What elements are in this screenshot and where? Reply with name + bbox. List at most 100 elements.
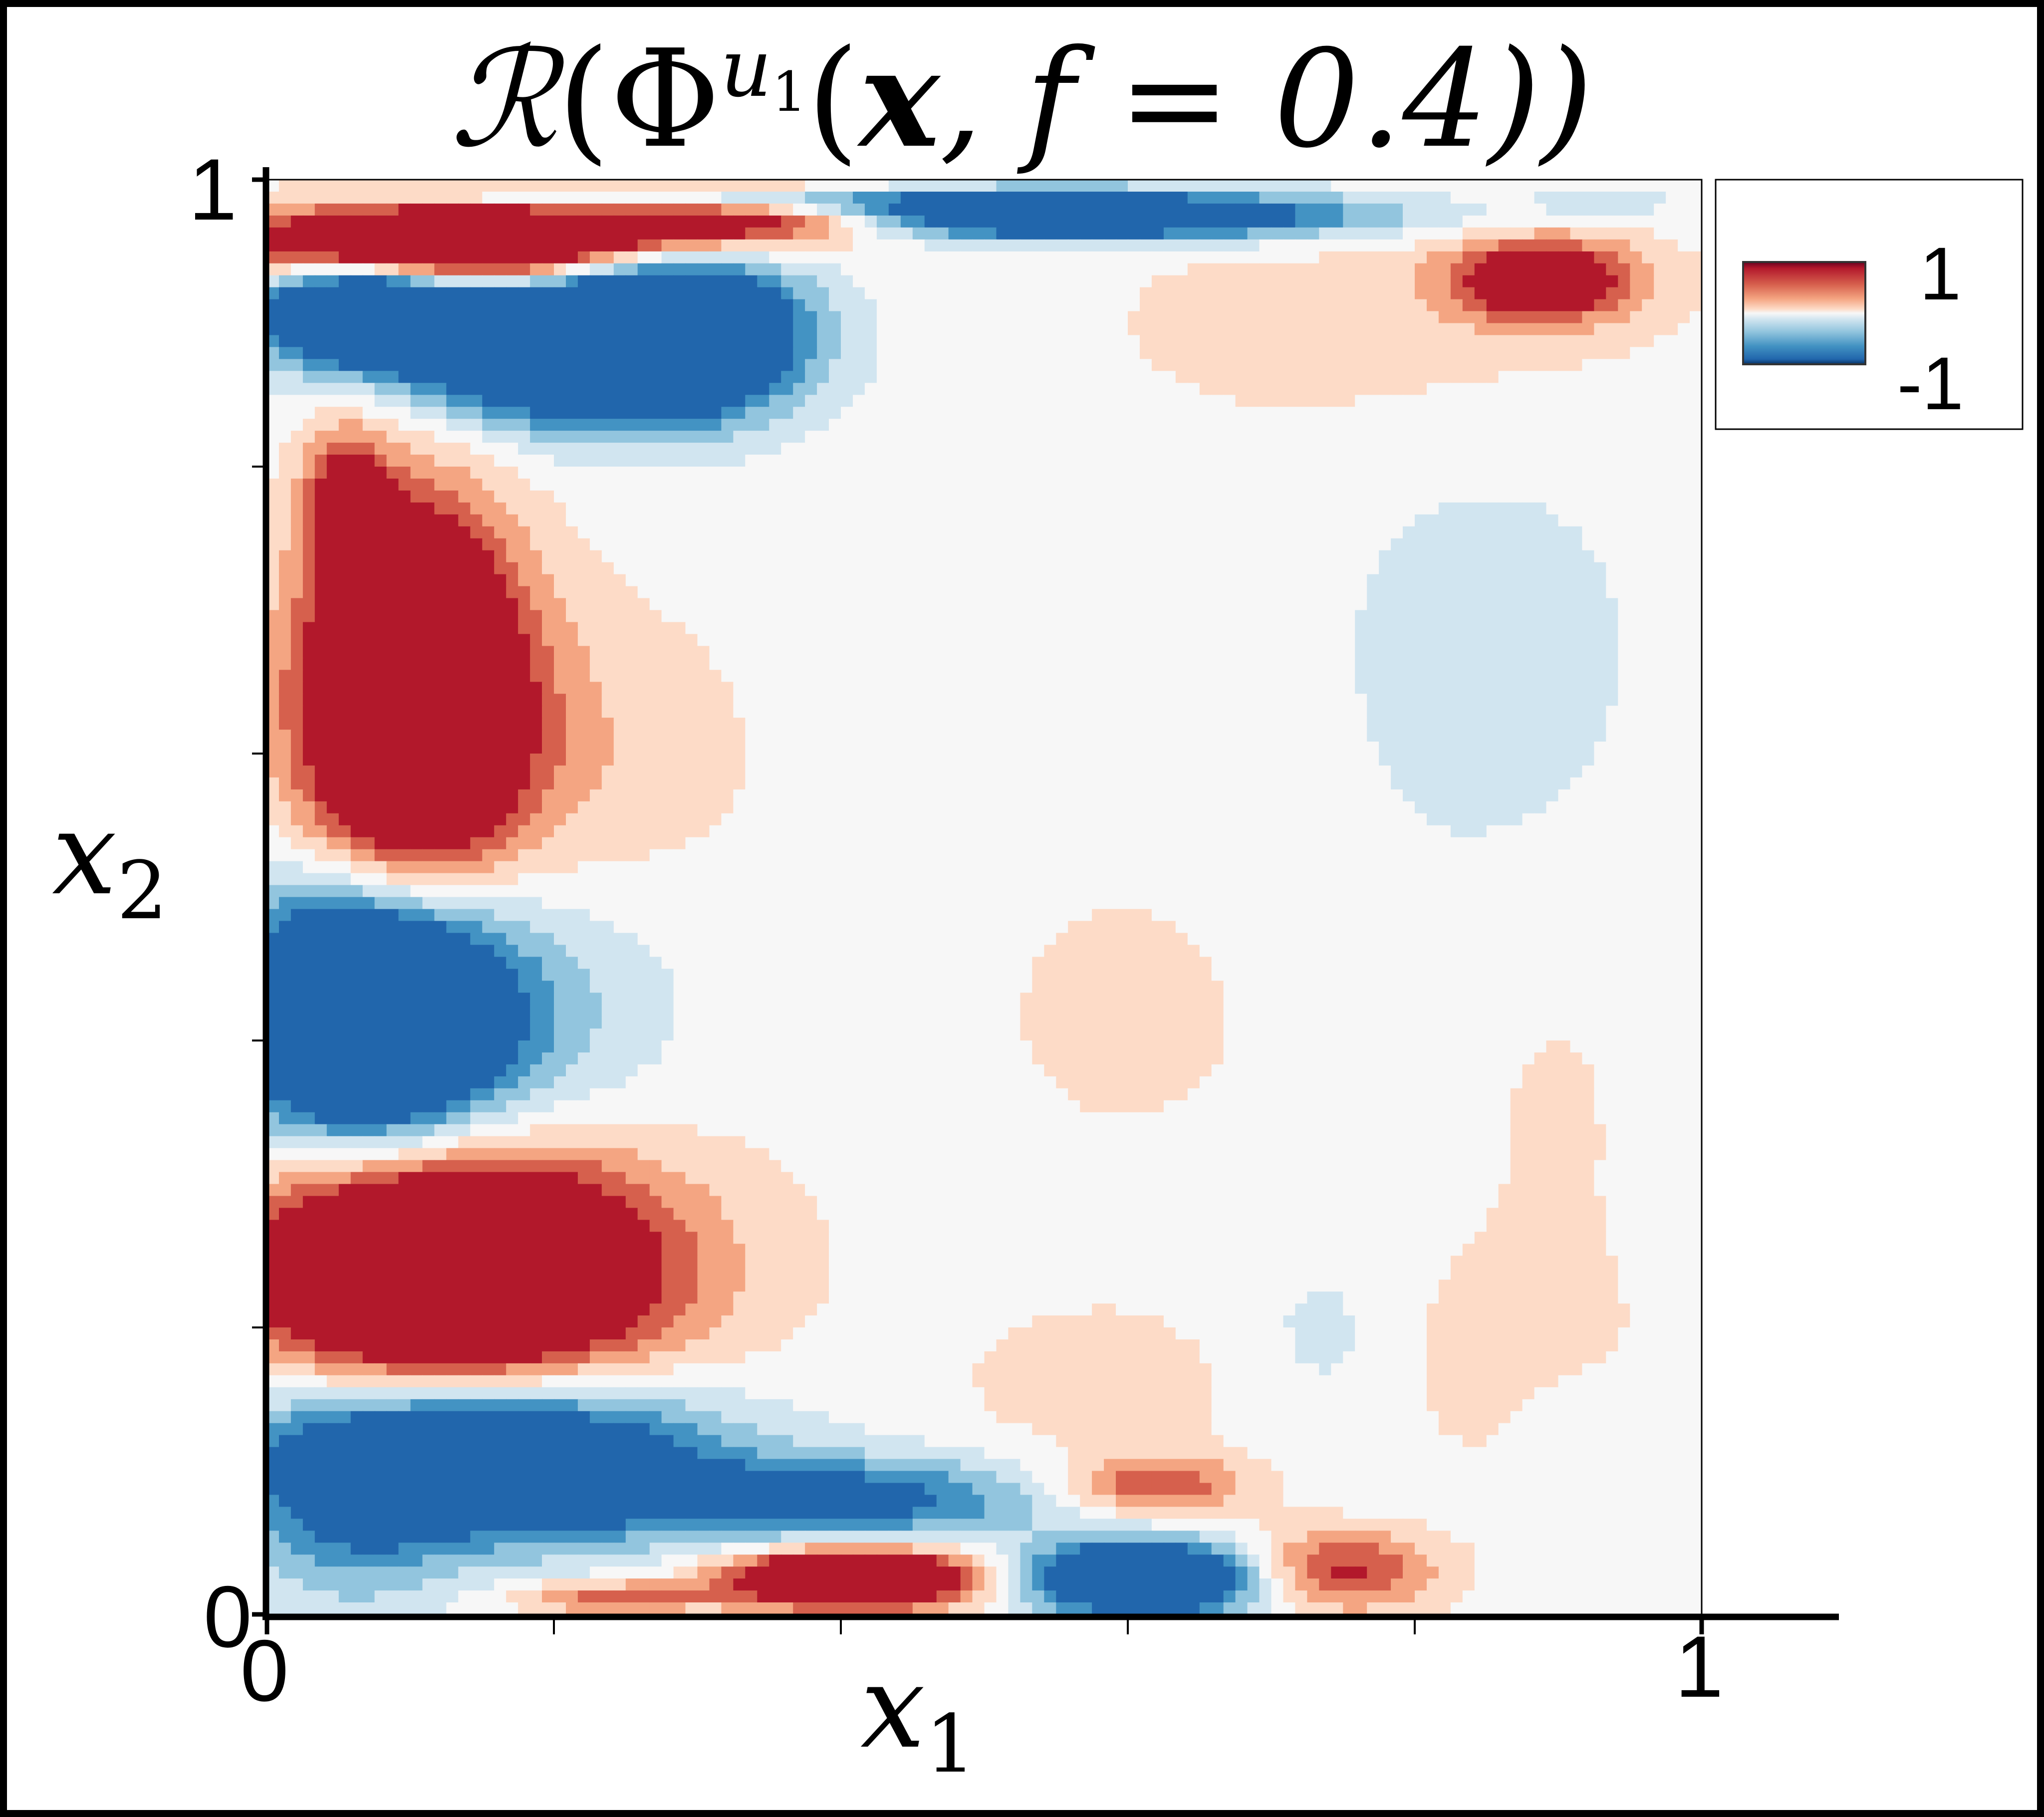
heatmap-cell: [661, 550, 674, 563]
heatmap-cell: [1080, 574, 1092, 587]
heatmap-cell: [1666, 323, 1678, 336]
heatmap-cell: [936, 299, 949, 312]
heatmap-cell: [458, 634, 471, 647]
heatmap-cell: [769, 311, 782, 324]
heatmap-cell: [326, 275, 339, 288]
heatmap-cell: [1427, 287, 1439, 300]
heatmap-cell: [948, 311, 961, 324]
heatmap-cell: [661, 371, 674, 384]
heatmap-cell: [1235, 335, 1248, 348]
heatmap-cell: [948, 610, 961, 623]
heatmap-cell: [1235, 203, 1248, 216]
heatmap-cell: [279, 335, 291, 348]
heatmap-cell: [960, 275, 973, 288]
heatmap-cell: [1606, 538, 1619, 551]
heatmap-cell: [1642, 180, 1654, 192]
heatmap-cell: [912, 323, 925, 336]
heatmap-cell: [1582, 538, 1595, 551]
heatmap-cell: [1151, 407, 1164, 419]
heatmap-cell: [673, 287, 686, 300]
heatmap-cell: [948, 550, 961, 563]
heatmap-cell: [1295, 455, 1308, 467]
heatmap-cell: [1642, 407, 1654, 419]
heatmap-cell: [446, 180, 459, 192]
heatmap-cell: [745, 419, 758, 431]
heatmap-cell: [1092, 634, 1104, 647]
heatmap-cell: [661, 180, 674, 192]
heatmap-cell: [996, 359, 1009, 372]
heatmap-cell: [338, 323, 351, 336]
heatmap-cell: [542, 550, 554, 563]
heatmap-cell: [1295, 335, 1308, 348]
heatmap-cell: [1331, 347, 1344, 360]
heatmap-cell: [1594, 239, 1607, 252]
heatmap-cell: [1307, 586, 1320, 599]
heatmap-cell: [1666, 538, 1678, 551]
heatmap-cell: [1570, 275, 1583, 288]
heatmap-cell: [1211, 419, 1224, 431]
heatmap-cell: [1594, 502, 1607, 515]
heatmap-cell: [577, 586, 590, 599]
heatmap-cell: [350, 335, 363, 348]
heatmap-cell: [1403, 239, 1415, 252]
heatmap-cell: [1355, 622, 1367, 635]
heatmap-cell: [769, 203, 782, 216]
heatmap-cell: [709, 490, 722, 503]
heatmap-cell: [1582, 299, 1595, 312]
heatmap-cell: [1510, 359, 1523, 372]
heatmap-cell: [733, 574, 746, 587]
heatmap-cell: [1403, 299, 1415, 312]
heatmap-cell: [326, 323, 339, 336]
heatmap-cell: [721, 526, 734, 539]
heatmap-cell: [1570, 538, 1583, 551]
heatmap-cell: [1283, 502, 1296, 515]
heatmap-cell: [1223, 215, 1236, 228]
heatmap-cell: [1474, 299, 1487, 312]
heatmap-cell: [841, 502, 853, 515]
heatmap-cell: [1666, 526, 1678, 539]
heatmap-cell: [1068, 443, 1080, 455]
heatmap-cell: [1666, 251, 1678, 264]
heatmap-cell: [374, 622, 387, 635]
heatmap-cell: [482, 610, 495, 623]
heatmap-cell: [757, 263, 770, 276]
heatmap-cell: [721, 299, 734, 312]
heatmap-cell: [1223, 251, 1236, 264]
heatmap-cell: [625, 526, 638, 539]
heatmap-cell: [1271, 646, 1284, 659]
heatmap-cell: [1295, 514, 1308, 527]
heatmap-cell: [290, 443, 303, 455]
heatmap-cell: [434, 287, 447, 300]
heatmap-cell: [1367, 431, 1379, 443]
heatmap-cell: [338, 299, 351, 312]
heatmap-cell: [1486, 203, 1499, 216]
heatmap-cell: [948, 419, 961, 431]
heatmap-cell: [637, 407, 650, 419]
heatmap-cell: [661, 634, 674, 647]
heatmap-cell: [362, 658, 375, 671]
heatmap-cell: [864, 419, 877, 431]
heatmap-cell: [1044, 574, 1057, 587]
heatmap-cell: [458, 335, 471, 348]
heatmap-cell: [697, 670, 710, 683]
heatmap-cell: [350, 215, 363, 228]
heatmap-cell: [1307, 443, 1320, 455]
heatmap-cell: [422, 634, 435, 647]
heatmap-cell: [1044, 610, 1057, 623]
heatmap-cell: [829, 622, 841, 635]
heatmap-cell: [817, 395, 829, 408]
heatmap-cell: [1163, 407, 1176, 419]
heatmap-cell: [279, 192, 291, 204]
heatmap-cell: [1379, 323, 1391, 336]
heatmap-cell: [864, 395, 877, 408]
heatmap-cell: [1510, 586, 1523, 599]
heatmap-cell: [482, 407, 495, 419]
heatmap-cell: [1116, 622, 1128, 635]
heatmap-cell: [279, 419, 291, 431]
heatmap-cell: [793, 359, 805, 372]
heatmap-cell: [1307, 538, 1320, 551]
heatmap-cell: [637, 335, 650, 348]
heatmap-cell: [1319, 586, 1332, 599]
heatmap-cell: [1307, 562, 1320, 575]
heatmap-cell: [1654, 227, 1666, 240]
